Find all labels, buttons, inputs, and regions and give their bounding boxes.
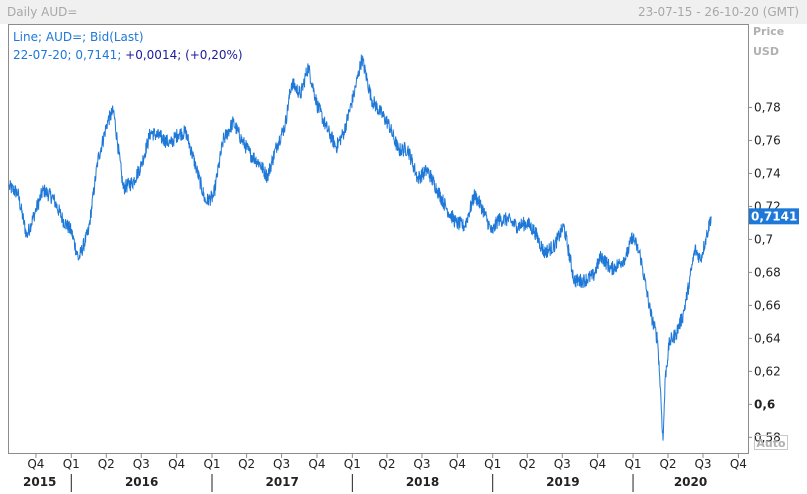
quarter-label: Q1: [203, 457, 220, 471]
quarter-label: Q2: [659, 457, 676, 471]
quarter-label: Q4: [27, 457, 44, 471]
quarter-label: Q2: [519, 457, 536, 471]
quarter-label: Q3: [554, 457, 571, 471]
y-tick-label: 0,74: [754, 166, 781, 180]
year-label: 2018: [406, 475, 439, 489]
chart-header: Daily AUD= 23-07-15 - 26-10-20 (GMT): [0, 0, 807, 24]
date-range: 23-07-15 - 26-10-20 (GMT): [637, 5, 799, 19]
legend-series: Line; AUD=; Bid(Last): [13, 30, 144, 44]
quarter-label: Q1: [624, 457, 641, 471]
quarter-label: Q4: [730, 457, 747, 471]
quarter-label: Q1: [484, 457, 501, 471]
price-line: [8, 54, 712, 441]
quarter-label: Q1: [63, 457, 80, 471]
price-axis-label: Price: [753, 25, 785, 38]
legend-last-value: 22-07-20; 0,7141; +0,0014; (+0,20%): [13, 48, 243, 62]
y-tick-label: 0,7: [754, 232, 773, 246]
year-label: 2015: [23, 475, 56, 489]
y-tick-label: 0,64: [754, 331, 781, 345]
quarter-label: Q2: [98, 457, 115, 471]
y-tick-label: 0,62: [754, 364, 781, 378]
legend-date-price: 22-07-20; 0,7141;: [13, 48, 126, 62]
quarter-label: Q4: [449, 457, 466, 471]
y-tick-label: 0,68: [754, 265, 781, 279]
quarter-label: Q4: [589, 457, 606, 471]
y-tick-label: 0,76: [754, 133, 781, 147]
plot-area[interactable]: [8, 24, 749, 454]
quarter-label: Q1: [344, 457, 361, 471]
last-value-label: 0,7141: [751, 209, 797, 223]
quarter-label: Q4: [168, 457, 185, 471]
y-tick-label: 0,78: [754, 100, 781, 114]
quarter-label: Q3: [273, 457, 290, 471]
year-label: 2016: [125, 475, 158, 489]
quarter-label: Q3: [133, 457, 150, 471]
legend-change: +0,0014; (+0,20%): [125, 48, 243, 62]
quarter-label: Q4: [308, 457, 325, 471]
year-label: 2017: [265, 475, 298, 489]
y-tick-label: 0,66: [754, 298, 781, 312]
quarter-label: Q3: [694, 457, 711, 471]
y-tick-label: 0,58: [754, 430, 781, 444]
quarter-label: Q2: [238, 457, 255, 471]
auto-scale-button[interactable]: Auto: [754, 435, 788, 450]
year-label: 2019: [546, 475, 579, 489]
quarter-label: Q2: [378, 457, 395, 471]
year-label: 2020: [674, 475, 707, 489]
quarter-label: Q3: [413, 457, 430, 471]
last-value-tag: [749, 208, 799, 225]
y-tick-label: 0,6: [754, 397, 775, 411]
currency-unit-label: USD: [753, 45, 779, 58]
chart-title: Daily AUD=: [7, 5, 78, 19]
